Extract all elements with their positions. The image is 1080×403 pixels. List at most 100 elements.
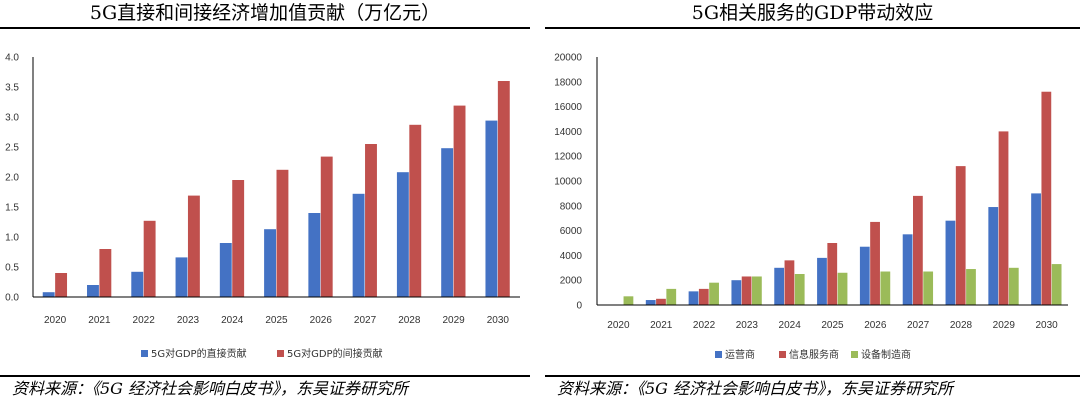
bar-2-2029 [998, 131, 1009, 305]
y-tick-label: 2.0 [5, 173, 19, 184]
y-tick-label: 12000 [554, 152, 582, 163]
bar-1-2029 [988, 207, 999, 305]
right-chart-svg: 0 2000 4000 6000 8000 10000 12000 14000 16000 180… [554, 53, 1068, 361]
y-tick-label: 4.0 [5, 53, 19, 64]
bar-2-2021 [656, 298, 666, 305]
x-tick-label: 2023 [736, 320, 759, 331]
legend-label-3: 设备制造商 [861, 348, 911, 361]
y-tick-label: 1.5 [5, 203, 19, 214]
right-chart-panel: 5G相关服务的GDP带动效应 0 2000 4000 6000 8000 10000 120… [545, 0, 1080, 403]
y-tick-label: 1.0 [5, 233, 19, 244]
x-tick-label: 2020 [607, 320, 630, 331]
right-title-rule [545, 27, 1080, 29]
bar-3-2028 [966, 269, 976, 305]
x-tick-label: 2028 [950, 320, 973, 331]
bar-3-2021 [666, 288, 677, 305]
x-tick-label: 2027 [907, 320, 930, 331]
bar-1-2022 [688, 291, 699, 305]
bar-1-2021 [645, 300, 656, 305]
bar-3-2029 [1008, 267, 1019, 305]
right-source-rule [545, 375, 1080, 377]
x-tick-label: 2029 [993, 320, 1016, 331]
y-tick-label: 3.0 [5, 113, 19, 124]
left-title-rule [0, 27, 530, 29]
bar-1-2022 [131, 271, 144, 297]
x-tick-label: 2020 [44, 315, 67, 326]
bar-1-2026 [859, 246, 870, 305]
bar-1-2024 [219, 243, 232, 297]
legend-swatch-2 [277, 350, 284, 357]
y-tick-label: 0 [576, 301, 582, 312]
bar-2-2030 [497, 81, 510, 297]
y-tick-label: 16000 [554, 102, 582, 113]
x-tick-label: 2026 [864, 320, 887, 331]
y-tick-label: 0.5 [5, 263, 19, 274]
legend-label-1: 5G对GDP的直接贡献 [151, 347, 247, 360]
y-tick-label: 18000 [554, 77, 582, 88]
bar-3-2023 [752, 276, 762, 305]
bar-3-2026 [880, 271, 891, 305]
left-source-note: 资料来源：《5G 经济社会影响白皮书》，东吴证券研究所 [12, 379, 409, 398]
bar-1-2023 [175, 257, 188, 297]
bar-2-2022 [143, 220, 156, 297]
bar-2-2024 [232, 180, 245, 297]
bar-2-2022 [698, 288, 709, 305]
x-tick-label: 2027 [354, 315, 377, 326]
bar-2-2025 [276, 169, 289, 297]
bar-1-2025 [817, 257, 827, 305]
bar-1-2030 [1031, 193, 1041, 305]
bar-2-2020 [55, 273, 68, 297]
bar-1-2023 [731, 280, 742, 305]
x-tick-label: 2028 [398, 315, 421, 326]
legend-swatch-3 [851, 351, 858, 358]
bar-3-2025 [837, 272, 848, 305]
bar-1-2021 [87, 285, 99, 297]
y-tick-label: 4000 [560, 251, 583, 262]
x-tick-label: 2030 [487, 315, 510, 326]
x-tick-label: 2021 [650, 320, 673, 331]
bar-3-2030 [1051, 264, 1062, 305]
legend-label-2: 5G对GDP的间接贡献 [287, 347, 383, 360]
bar-2-2028 [955, 166, 966, 305]
bar-2-2025 [827, 243, 838, 305]
left-source-rule [0, 375, 530, 377]
y-tick-label: 14000 [554, 127, 582, 138]
bar-1-2025 [264, 229, 276, 297]
bar-2-2026 [320, 156, 333, 297]
bar-2-2023 [187, 195, 200, 297]
x-tick-label: 2024 [221, 315, 244, 326]
bar-2-2026 [870, 221, 880, 305]
legend-swatch-1 [715, 351, 722, 358]
bar-2-2029 [453, 105, 466, 297]
bar-3-2024 [794, 274, 805, 305]
bar-1-2028 [396, 172, 409, 297]
bar-1-2020 [42, 292, 55, 297]
bar-3-2022 [709, 282, 719, 305]
x-tick-label: 2022 [693, 320, 716, 331]
x-tick-label: 2025 [265, 315, 288, 326]
y-tick-label: 8000 [560, 201, 583, 212]
bar-1-2027 [352, 193, 365, 297]
bar-2-2030 [1041, 91, 1052, 305]
legend-swatch-2 [779, 351, 786, 358]
bar-3-2027 [923, 271, 934, 305]
x-tick-label: 2029 [442, 315, 465, 326]
bar-2-2024 [784, 260, 795, 305]
bar-2-2021 [99, 249, 112, 297]
legend-swatch-1 [141, 350, 148, 357]
bar-2-2027 [912, 195, 923, 305]
bar-1-2026 [308, 213, 321, 297]
bar-1-2029 [441, 148, 454, 297]
x-tick-label: 2024 [779, 320, 802, 331]
y-tick-label: 6000 [560, 226, 583, 237]
y-tick-label: 20000 [554, 53, 582, 64]
left-chart-svg: 0.0 0.5 1.0 1.5 2.0 2.5 3.0 3.5 4.0 2020 2021 2022 2… [5, 53, 520, 360]
left-chart-title: 5G直接和间接经济增加值贡献（万亿元） [89, 2, 441, 24]
bar-1-2028 [945, 220, 956, 305]
left-chart-panel: 5G直接和间接经济增加值贡献（万亿元） 0.0 0.5 1.0 1.5 2.0 2.5 3.… [0, 0, 530, 403]
bar-1-2027 [902, 234, 913, 305]
x-tick-label: 2022 [133, 315, 156, 326]
y-tick-label: 2000 [560, 276, 583, 287]
bar-1-2030 [485, 120, 498, 297]
x-tick-label: 2030 [1035, 320, 1058, 331]
